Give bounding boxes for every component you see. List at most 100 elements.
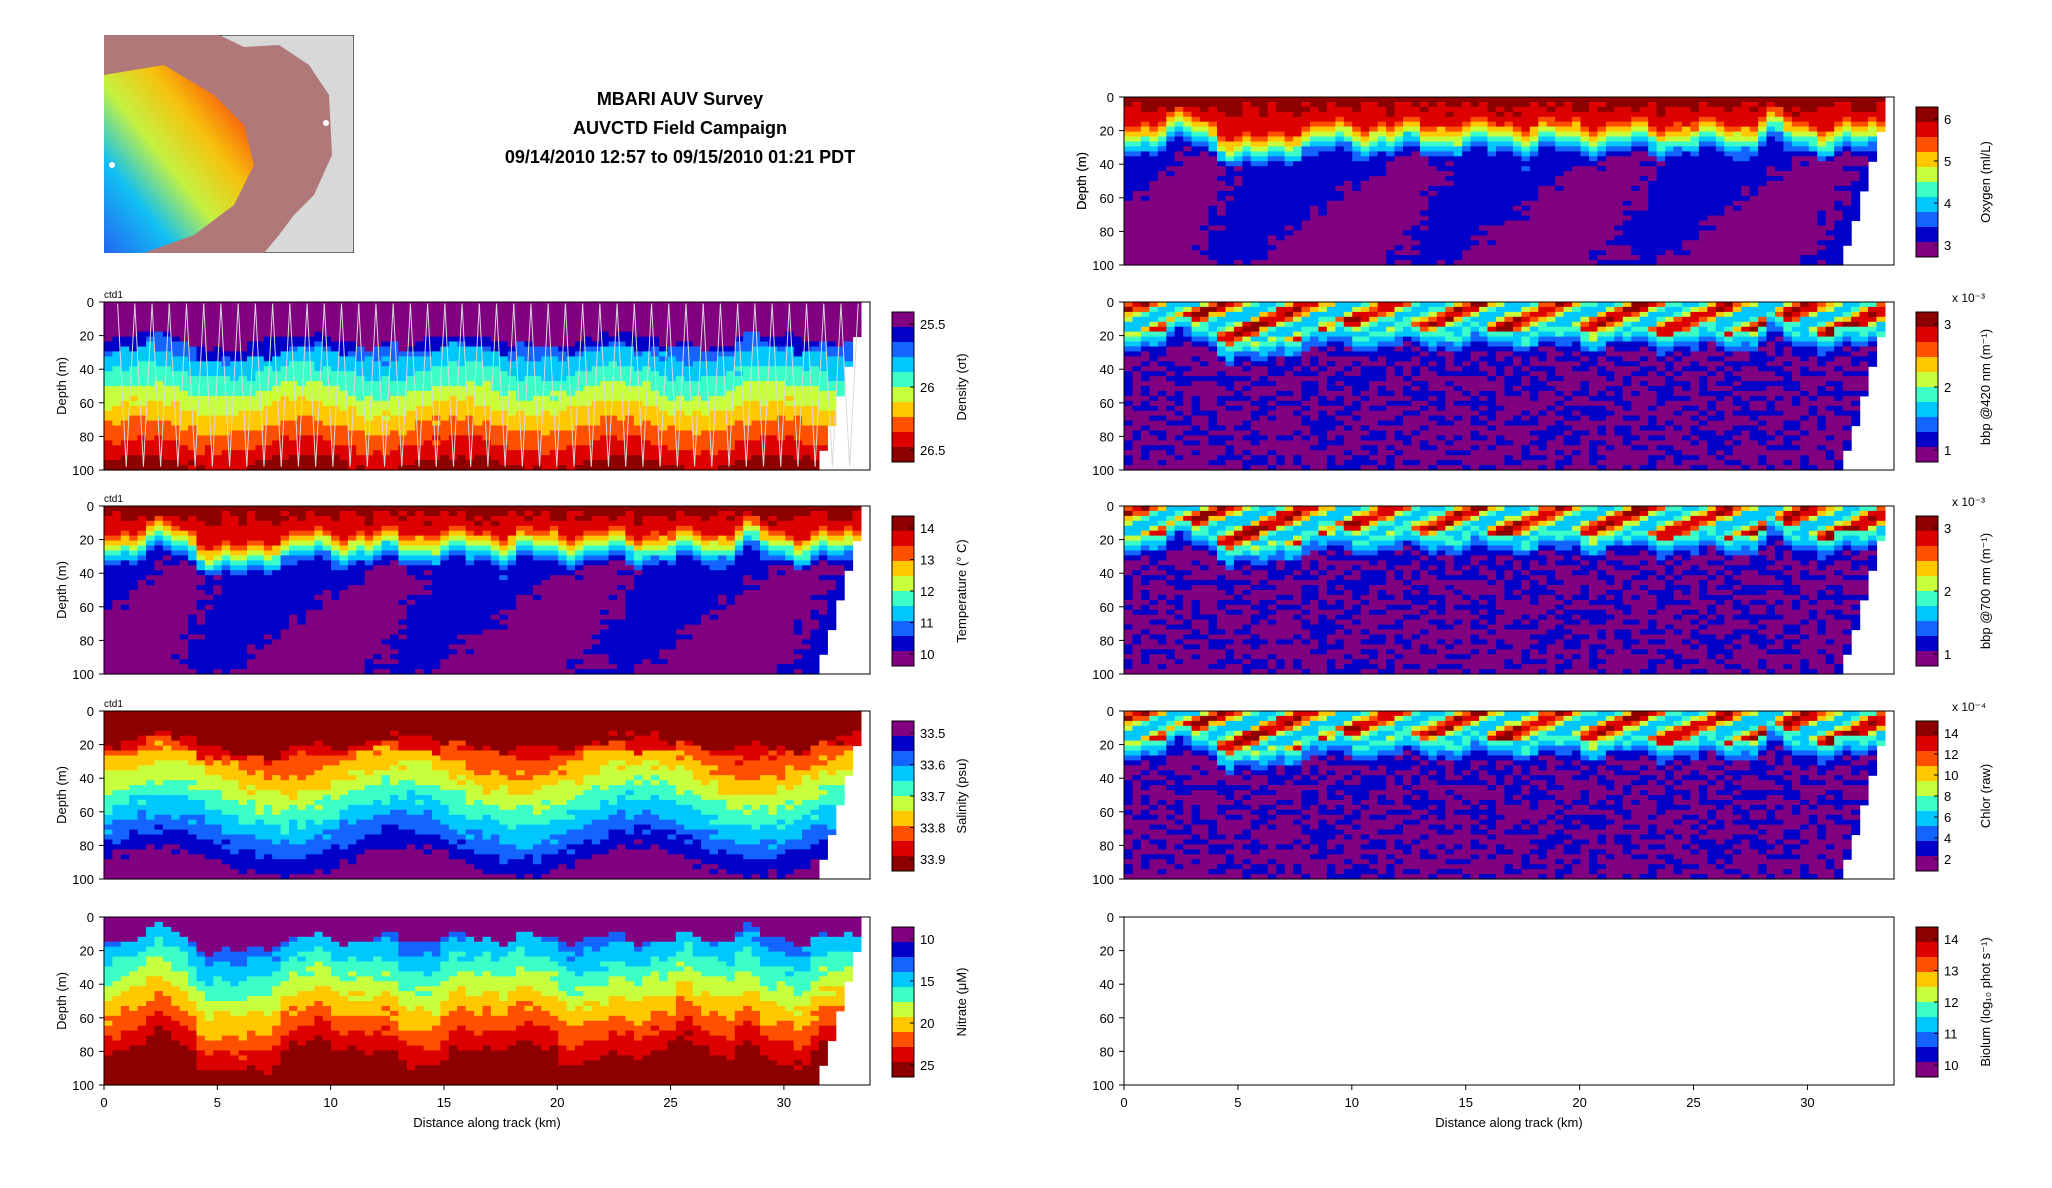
heatmap-cell	[760, 322, 769, 328]
heatmap-cell	[213, 654, 222, 660]
heatmap-cell	[281, 435, 290, 441]
heatmap-cell	[508, 635, 517, 641]
heatmap-cell	[146, 426, 155, 432]
heatmap-cell	[264, 521, 273, 527]
heatmap-cell	[112, 595, 121, 601]
heatmap-cell	[138, 590, 147, 596]
heatmap-cell	[213, 620, 222, 626]
heatmap-cell	[491, 580, 500, 586]
heatmap-cell	[163, 445, 172, 451]
heatmap-cell	[390, 635, 399, 641]
heatmap-cell	[726, 347, 735, 353]
heatmap-cell	[415, 620, 424, 626]
heatmap-cell	[205, 551, 214, 557]
heatmap-cell	[213, 630, 222, 636]
heatmap-cell	[163, 426, 172, 432]
heatmap-cell	[155, 317, 164, 323]
heatmap-cell	[550, 401, 559, 407]
heatmap-cell	[516, 356, 525, 362]
heatmap-cell	[390, 625, 399, 631]
heatmap-cell	[794, 351, 803, 357]
heatmap-cell	[255, 551, 264, 557]
heatmap-cell	[642, 421, 651, 427]
heatmap-cell	[289, 600, 298, 606]
heatmap-cell	[491, 516, 500, 522]
heatmap-cell	[104, 317, 113, 323]
heatmap-cell	[466, 521, 475, 527]
heatmap-cell	[289, 516, 298, 522]
heatmap-cell	[583, 317, 592, 323]
heatmap-cell	[297, 411, 306, 417]
heatmap-cell	[432, 381, 441, 387]
heatmap-cell	[533, 580, 542, 586]
heatmap-cell	[239, 421, 248, 427]
heatmap-cell	[743, 356, 752, 362]
heatmap-cell	[112, 312, 121, 318]
heatmap-cell	[609, 342, 618, 348]
heatmap-cell	[255, 351, 264, 357]
heatmap-cell	[138, 411, 147, 417]
heatmap-cell	[340, 506, 349, 512]
heatmap-cell	[558, 460, 567, 466]
heatmap-cell	[483, 516, 492, 522]
heatmap-cell	[449, 312, 458, 318]
heatmap-cell	[583, 302, 592, 308]
heatmap-cell	[348, 307, 357, 313]
heatmap-cell	[163, 654, 172, 660]
heatmap-cell	[314, 644, 323, 650]
heatmap-cell	[247, 531, 256, 537]
heatmap-cell	[440, 386, 449, 392]
heatmap-cell	[348, 526, 357, 532]
heatmap-cell	[289, 570, 298, 576]
heatmap-cell	[255, 342, 264, 348]
heatmap-cell	[323, 342, 332, 348]
heatmap-cell	[533, 595, 542, 601]
heatmap-cell	[205, 322, 214, 328]
heatmap-cell	[104, 575, 113, 581]
heatmap-cell	[171, 654, 180, 660]
heatmap-cell	[668, 406, 677, 412]
heatmap-cell	[415, 630, 424, 636]
heatmap-cell	[811, 445, 820, 451]
heatmap-cell	[567, 386, 576, 392]
heatmap-cell	[491, 654, 500, 660]
heatmap-cell	[230, 664, 239, 670]
heatmap-cell	[188, 600, 197, 606]
heatmap-cell	[794, 381, 803, 387]
heatmap-cell	[230, 595, 239, 601]
heatmap-cell	[508, 526, 517, 532]
heatmap-cell	[407, 570, 416, 576]
heatmap-cell	[247, 526, 256, 532]
heatmap-cell	[264, 356, 273, 362]
heatmap-cell	[373, 580, 382, 586]
heatmap-cell	[104, 431, 113, 437]
heatmap-cell	[314, 332, 323, 338]
heatmap-cell	[171, 386, 180, 392]
heatmap-cell	[499, 531, 508, 537]
heatmap-cell	[575, 401, 584, 407]
heatmap-cell	[583, 435, 592, 441]
heatmap-cell	[180, 386, 189, 392]
heatmap-cell	[558, 450, 567, 456]
heatmap-cell	[222, 327, 231, 333]
heatmap-cell	[222, 551, 231, 557]
heatmap-cell	[567, 381, 576, 387]
heatmap-cell	[138, 302, 147, 308]
heatmap-cell	[642, 406, 651, 412]
heatmap-cell	[710, 381, 719, 387]
heatmap-cell	[718, 366, 727, 372]
heatmap-cell	[491, 649, 500, 655]
heatmap-cell	[331, 555, 340, 561]
heatmap-cell	[306, 332, 315, 338]
heatmap-cell	[811, 371, 820, 377]
heatmap-cell	[255, 421, 264, 427]
heatmap-cell	[230, 649, 239, 655]
heatmap-cell	[138, 342, 147, 348]
heatmap-cell	[533, 551, 542, 557]
heatmap-cell	[306, 460, 315, 466]
heatmap-cell	[171, 600, 180, 606]
heatmap-cell	[205, 391, 214, 397]
heatmap-cell	[525, 455, 534, 461]
heatmap-cell	[533, 351, 542, 357]
heatmap-cell	[491, 511, 500, 517]
